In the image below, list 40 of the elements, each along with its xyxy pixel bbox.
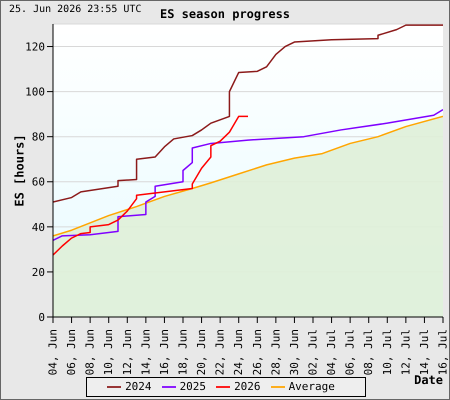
line-series [53,116,249,256]
line-series [53,108,443,242]
legend-label: 2025 [180,380,206,394]
x-tick-label: 30, Jun [288,329,301,376]
x-tick-label: 26, Jun [250,329,264,376]
x-tick-label: 14, Jul [418,329,431,376]
x-tick-label: 24, Jun [232,329,246,376]
y-tick-label: 20 [32,266,45,279]
y-tick-label: 120 [25,40,45,54]
x-axis-title: Date [414,373,443,387]
y-tick-label: 100 [25,86,45,99]
x-tick-label: 10, Jun [102,329,116,376]
legend-label: 2024 [125,380,152,394]
x-tick-label: 04, Jun [46,329,60,376]
legend-label: 2026 [234,380,261,394]
y-tick-label: 60 [32,176,45,189]
x-tick-label: 22, Jun [214,329,227,376]
x-tick-label: 04, Jul [325,329,338,376]
y-tick-label: 0 [38,310,45,324]
x-tick-label: 06, Jun [65,329,78,376]
x-tick-label: 12, Jul [399,329,412,376]
y-axis-title: ES [hours] [12,134,26,207]
chart-title: ES season progress [160,7,290,21]
y-tick-label: 80 [32,130,45,144]
x-tick-label: 16, Jul [436,329,450,376]
x-tick-label: 12, Jun [120,329,134,376]
x-tick-label: 14, Jun [139,329,152,376]
text: 25. Jun 2026 23:55 UTC [9,4,142,15]
x-tick-label: 08, Jun [84,329,97,376]
y-tick-label: 40 [32,220,45,234]
x-tick-label: 20, Jun [195,329,208,376]
x-tick-label: 16, Jun [158,329,171,376]
x-tick-label: 08, Jul [362,329,376,376]
x-tick-label: 06, Jul [344,329,357,376]
legend-label: Average [288,380,335,394]
x-tick-label: 28, Jun [269,329,282,376]
line-series [53,24,443,203]
x-tick-label: 10, Jul [380,329,394,376]
x-tick-label: 18, Jun [176,329,190,376]
x-tick-label: 02, Jul [306,329,320,376]
